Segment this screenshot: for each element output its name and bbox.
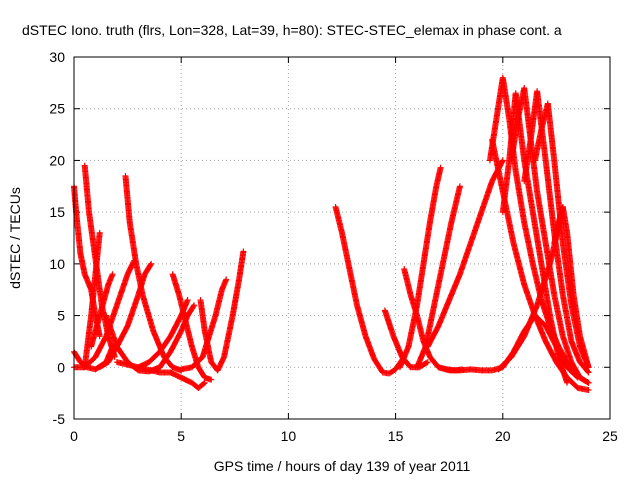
y-axis-label: dSTEC / TECUs	[7, 187, 23, 289]
y-tick-label: 15	[49, 204, 65, 220]
plus-marker	[96, 333, 103, 340]
plus-marker	[190, 303, 197, 310]
y-tick-label: 5	[57, 308, 65, 324]
grid-lines	[74, 57, 610, 419]
data-series-15	[332, 203, 408, 377]
x-tick-label: 20	[495, 428, 511, 444]
plus-marker	[96, 229, 103, 236]
y-tick-label: 0	[57, 359, 65, 375]
data-series-12	[113, 359, 208, 391]
data-series	[71, 74, 592, 394]
data-series-14	[197, 248, 247, 374]
data-series-6	[88, 271, 116, 350]
y-tick-label: 30	[49, 49, 65, 65]
chart-title: dSTEC Iono. truth (flrs, Lon=328, Lat=39…	[22, 22, 562, 38]
y-tick-label: -5	[53, 411, 66, 427]
y-tick-label: 25	[49, 101, 65, 117]
y-tick-label: 10	[49, 256, 65, 272]
x-tick-label: 10	[281, 428, 297, 444]
plus-marker	[223, 276, 230, 283]
plus-marker	[208, 376, 215, 383]
data-series-11	[135, 297, 191, 371]
x-tick-label: 15	[388, 428, 404, 444]
plus-marker	[200, 380, 207, 387]
y-tick-label: 20	[49, 152, 65, 168]
plus-marker	[109, 271, 116, 278]
plus-marker	[148, 260, 155, 267]
plus-marker	[147, 261, 154, 268]
data-series-5	[81, 229, 103, 371]
data-series-4	[71, 257, 138, 371]
x-tick-label: 5	[177, 428, 185, 444]
plus-marker	[240, 248, 247, 255]
x-axis-label: GPS time / hours of day 139 of year 2011	[214, 458, 471, 474]
x-tick-label: 25	[602, 428, 618, 444]
x-tick-label: 0	[70, 428, 78, 444]
plus-marker	[184, 297, 191, 304]
plus-marker	[191, 302, 198, 309]
plus-marker	[201, 379, 208, 386]
data-series-8	[96, 260, 155, 371]
